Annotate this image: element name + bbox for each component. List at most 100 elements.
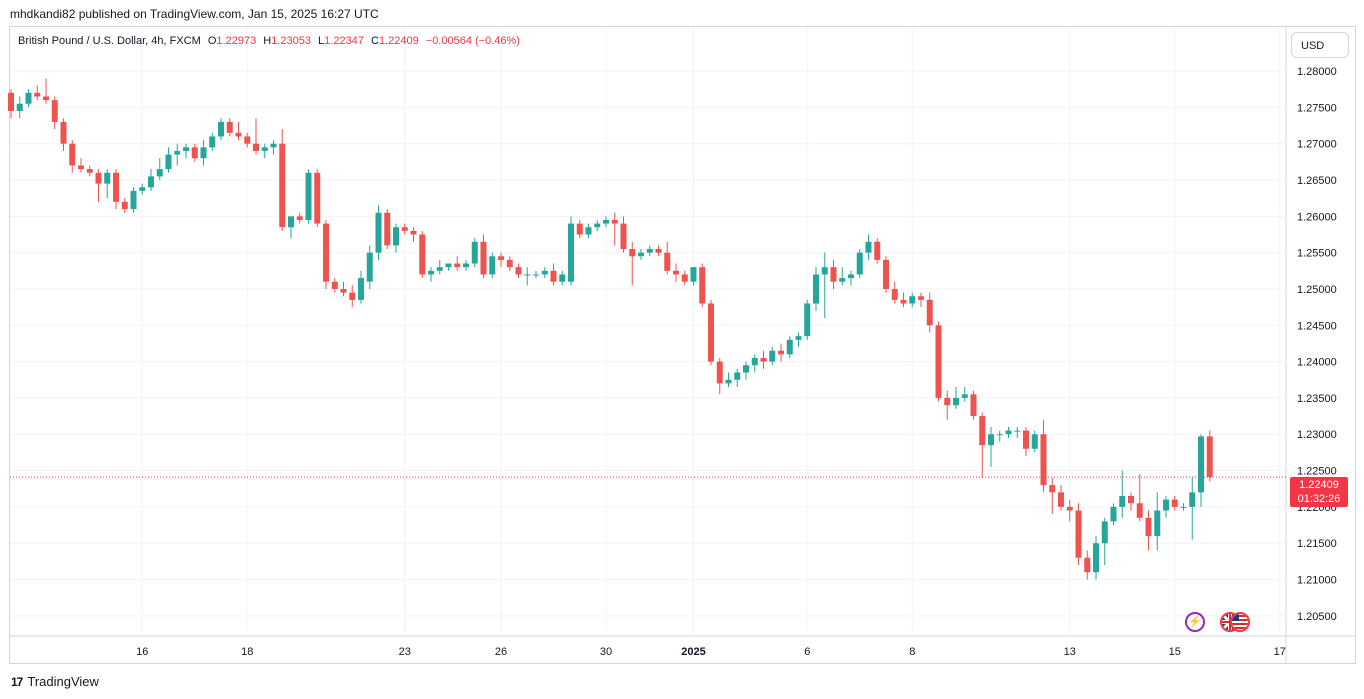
candle-body [1128,495,1134,504]
candle [1110,503,1117,526]
candle [848,270,854,286]
candle [883,256,889,293]
candle-body [690,267,697,282]
candle [191,143,198,162]
currency-button[interactable]: USD [1291,32,1349,58]
candle [1198,434,1204,507]
candle-body [270,143,277,148]
currency-flags-icon[interactable] [1220,612,1250,632]
candle [909,292,916,308]
candle [1136,474,1143,522]
candle-body [926,299,933,326]
candle-body [1005,430,1012,435]
candle-body [1110,506,1117,522]
candle-body [1171,499,1178,507]
candle-body [340,288,347,293]
y-tick-label: 1.26500 [1297,175,1337,187]
change-value: −0.00564 (−0.46%) [425,35,520,47]
candle [550,263,557,286]
y-tick-label: 1.27500 [1297,102,1337,114]
candle [104,169,111,199]
candle-body [515,267,522,275]
candle [716,357,723,395]
candle-body [716,361,723,384]
candle [375,205,382,260]
candle [576,219,583,239]
candle-body [323,223,329,282]
candle [436,259,443,275]
lightning-icon[interactable]: ⚡ [1185,612,1205,632]
candle [655,245,662,257]
candle [209,132,216,151]
candle-body [349,292,356,300]
candle-body [664,252,671,271]
candle [865,234,872,260]
candle-body [121,201,128,210]
candle [314,169,321,228]
candle [366,245,373,289]
candle [323,219,329,289]
candle-body [629,249,636,257]
candle-body [550,270,557,282]
candle-body [25,92,32,104]
candle [384,209,391,250]
candle-body [1075,510,1082,558]
candle [996,430,1003,442]
candle [699,263,706,308]
candle [673,263,679,282]
candle-body [856,252,863,275]
candle [585,223,592,239]
y-tick-label: 1.21500 [1297,538,1337,550]
candle [279,129,286,231]
candle [751,354,758,373]
candle-body [769,350,776,362]
candle-body [673,270,679,275]
candle-body [813,274,819,304]
low-label: L [318,35,325,47]
candle [498,252,504,268]
candle-body [830,267,837,282]
candle [1005,426,1012,438]
candle [393,223,399,253]
candle [305,169,312,224]
candle-body [760,357,767,362]
candle [541,267,548,279]
candle [95,169,102,202]
candle-body [1066,506,1073,511]
candle-body [1084,557,1091,573]
candle-body [95,172,102,184]
candle-body [874,241,881,260]
y-tick-label: 1.25500 [1297,248,1337,260]
candle-body [848,274,854,279]
candle-body [200,147,207,159]
candle [646,245,653,257]
candle [480,234,487,279]
candle-body [541,270,548,275]
candle [874,238,881,264]
candle [270,140,277,155]
candle-body [743,365,749,373]
candle [1066,499,1073,522]
last-price-value: 1.22409 [1299,479,1339,491]
candle-body [489,256,496,275]
candle [25,89,32,108]
candle-body [183,147,189,151]
candle [69,140,76,173]
candle-body [463,263,469,268]
candle-body [1049,485,1056,493]
candle [690,267,697,286]
candle [1163,495,1169,518]
candle [463,259,469,271]
candle [288,216,294,239]
candle-body [384,212,391,246]
candle [401,223,408,235]
candle [734,368,741,388]
candle [900,292,907,308]
y-tick-label: 1.20500 [1297,611,1337,623]
x-axis: 16 18 23 26 30 2025 6 8 13 15 17 [136,646,1286,658]
footer-brand[interactable]: 17 TradingView [11,674,99,689]
tradingview-logo-icon: 17 [11,674,23,689]
candle-body [620,223,627,250]
symbol-title: British Pound / U.S. Dollar, 4h, FXCM [18,35,201,47]
